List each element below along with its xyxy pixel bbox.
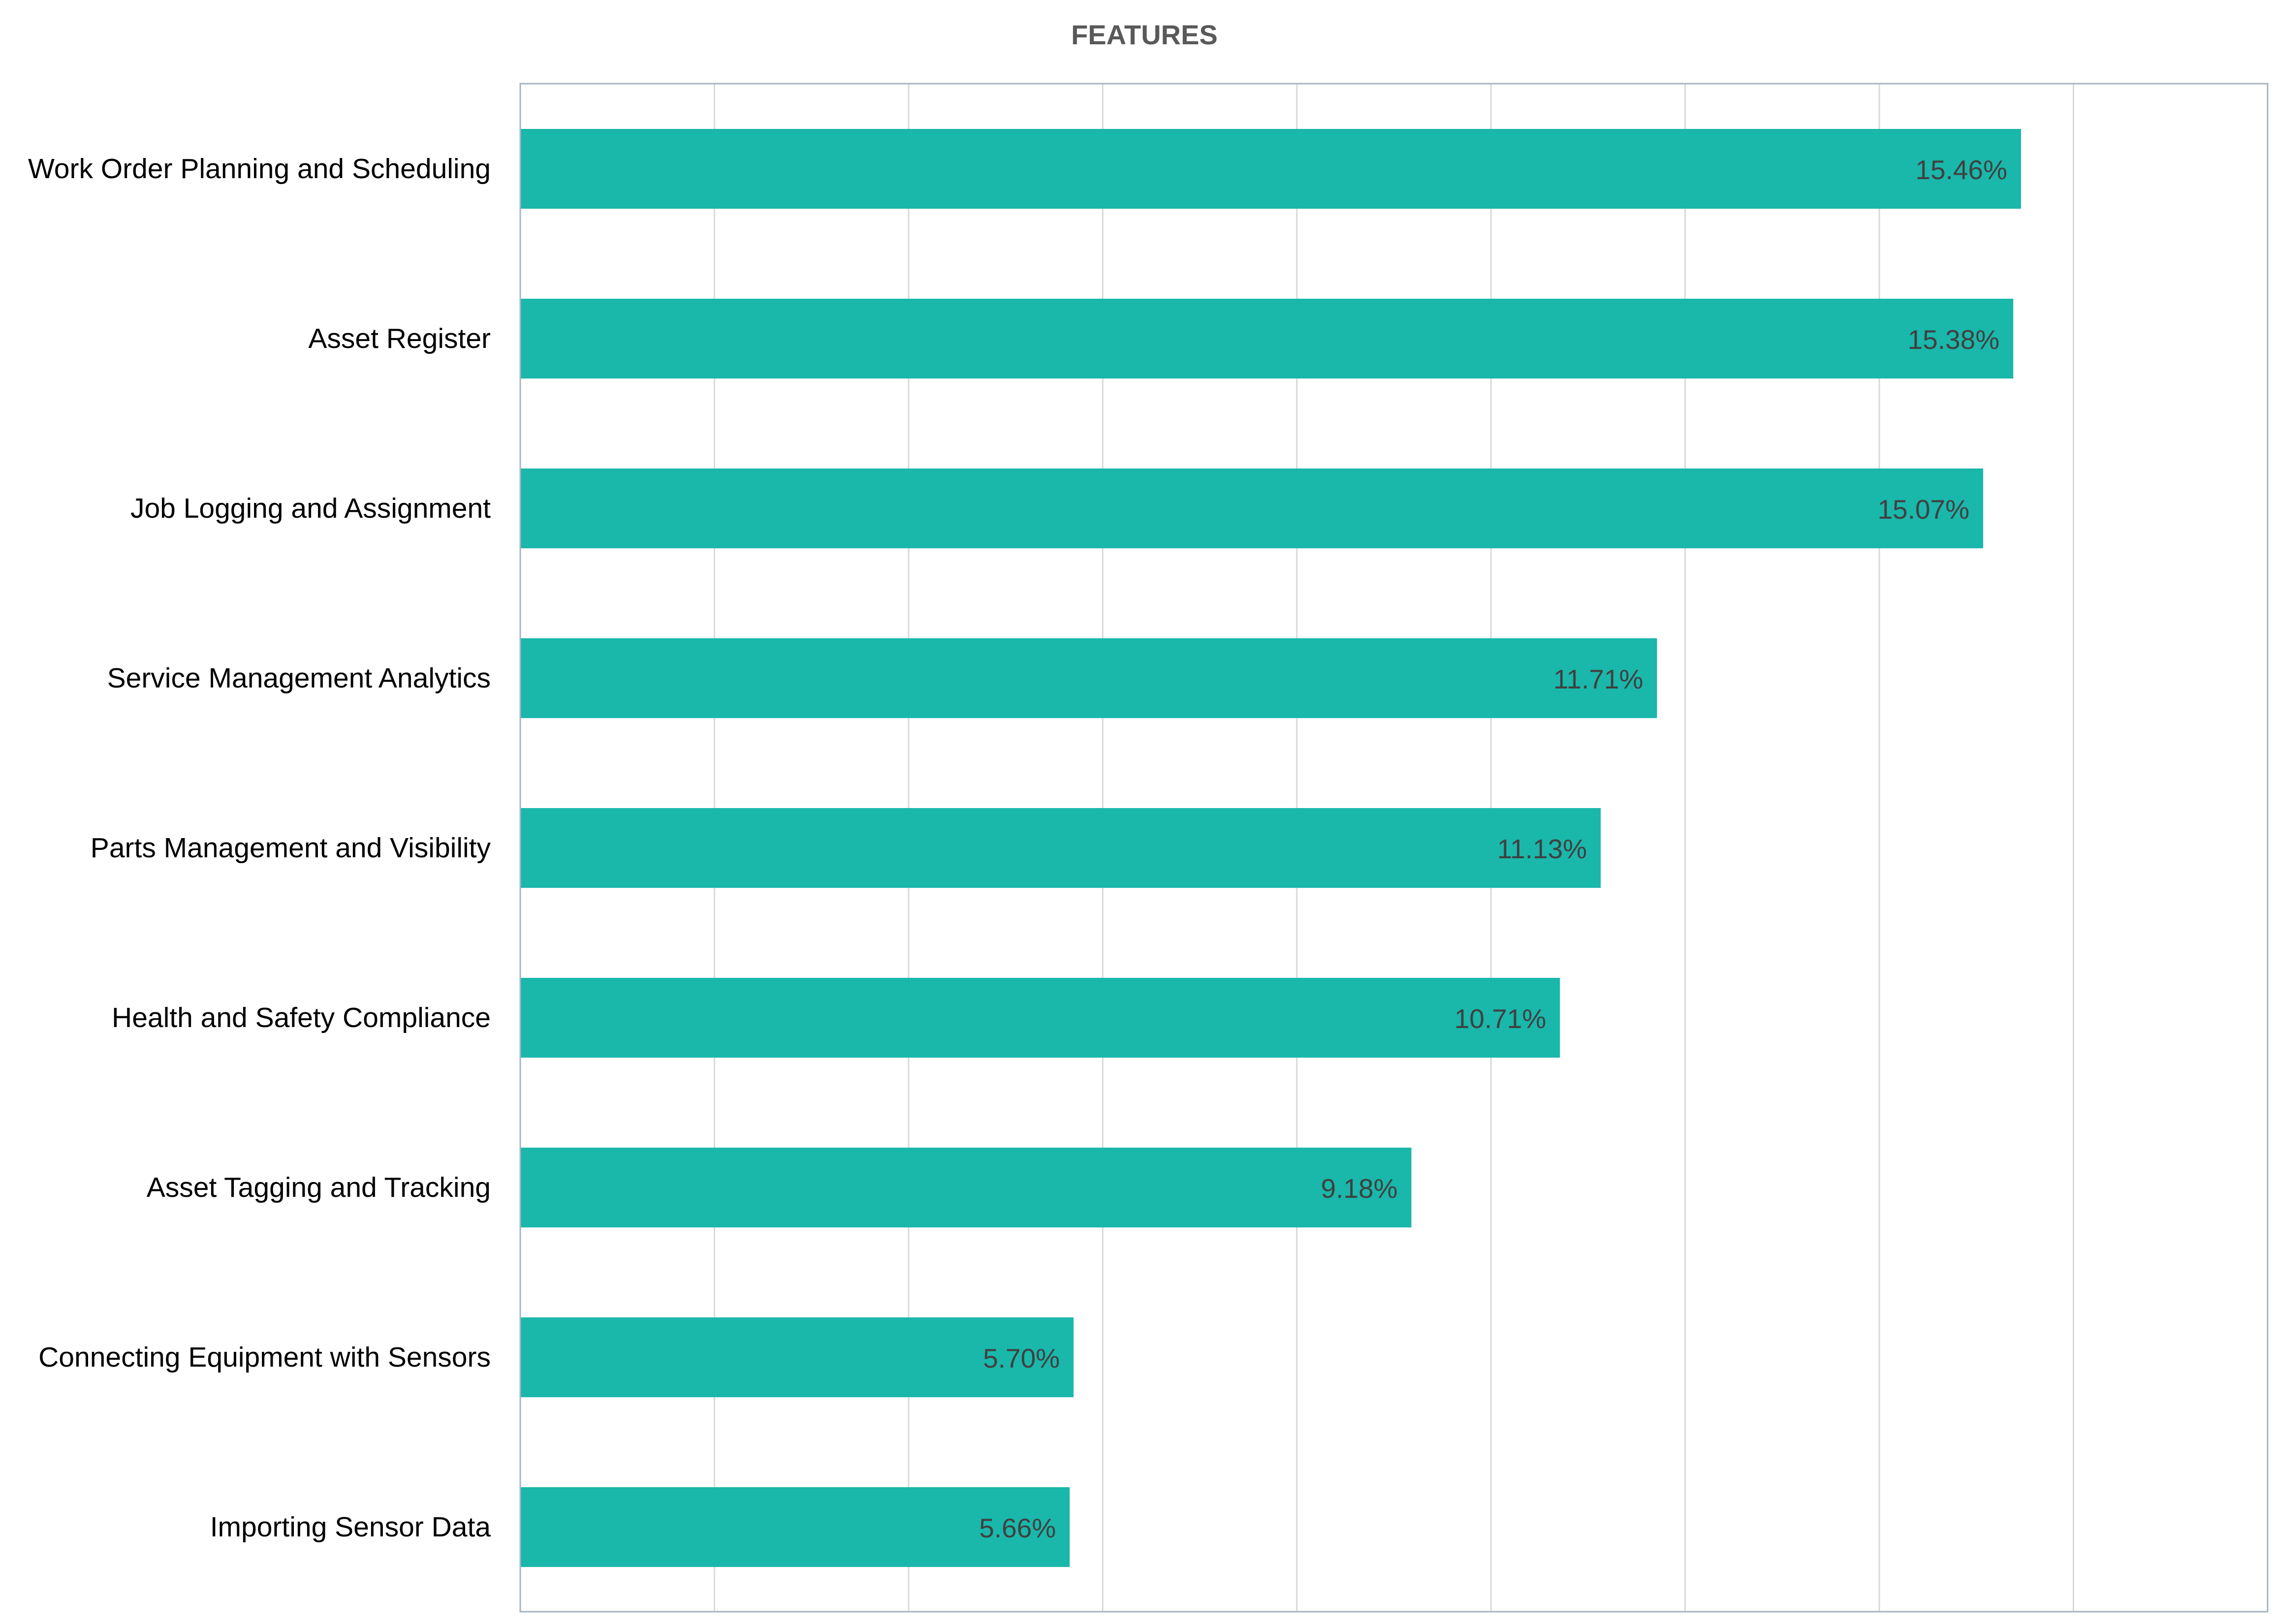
bar: [520, 468, 1984, 549]
bars: [520, 129, 2021, 1567]
category-labels: Work Order Planning and Scheduling Asset …: [28, 153, 491, 1543]
data-label: 11.71%: [1553, 664, 1643, 694]
bar: [520, 808, 1601, 888]
category-label: Job Logging and Assignment: [130, 493, 491, 524]
data-label: 5.70%: [983, 1343, 1060, 1374]
data-label: 15.38%: [1908, 324, 2000, 355]
plot-area-border: [519, 83, 2269, 1613]
data-label: 15.07%: [1878, 494, 1970, 525]
category-label: Asset Register: [308, 323, 491, 354]
category-label: Parts Management and Visibility: [91, 832, 491, 864]
category-label: Importing Sensor Data: [210, 1511, 491, 1543]
data-labels: 15.46% 15.38% 15.07% 11.71% 11.13% 10.71% 9.18…: [979, 155, 2007, 1543]
category-label: Service Management Analytics: [107, 662, 491, 694]
plot-border: [519, 83, 2269, 1613]
data-label: 9.18%: [1321, 1173, 1398, 1204]
bar: [520, 978, 1560, 1058]
bar: [520, 129, 2021, 209]
category-label: Asset Tagging and Tracking: [147, 1172, 491, 1203]
data-label: 15.46%: [1916, 155, 2008, 185]
bar: [520, 1317, 1074, 1398]
bar: [520, 1148, 1412, 1228]
bar: [520, 299, 2014, 379]
bar: [520, 638, 1657, 718]
bar: [520, 1487, 1070, 1567]
chart-title: FEATURES: [1071, 19, 1218, 50]
category-label: Connecting Equipment with Sensors: [38, 1342, 491, 1373]
data-label: 5.66%: [979, 1513, 1056, 1543]
category-label: Work Order Planning and Scheduling: [28, 153, 491, 185]
data-label: 10.71%: [1454, 1003, 1547, 1034]
category-label: Health and Safety Compliance: [112, 1002, 491, 1033]
data-label: 11.13%: [1497, 834, 1587, 864]
